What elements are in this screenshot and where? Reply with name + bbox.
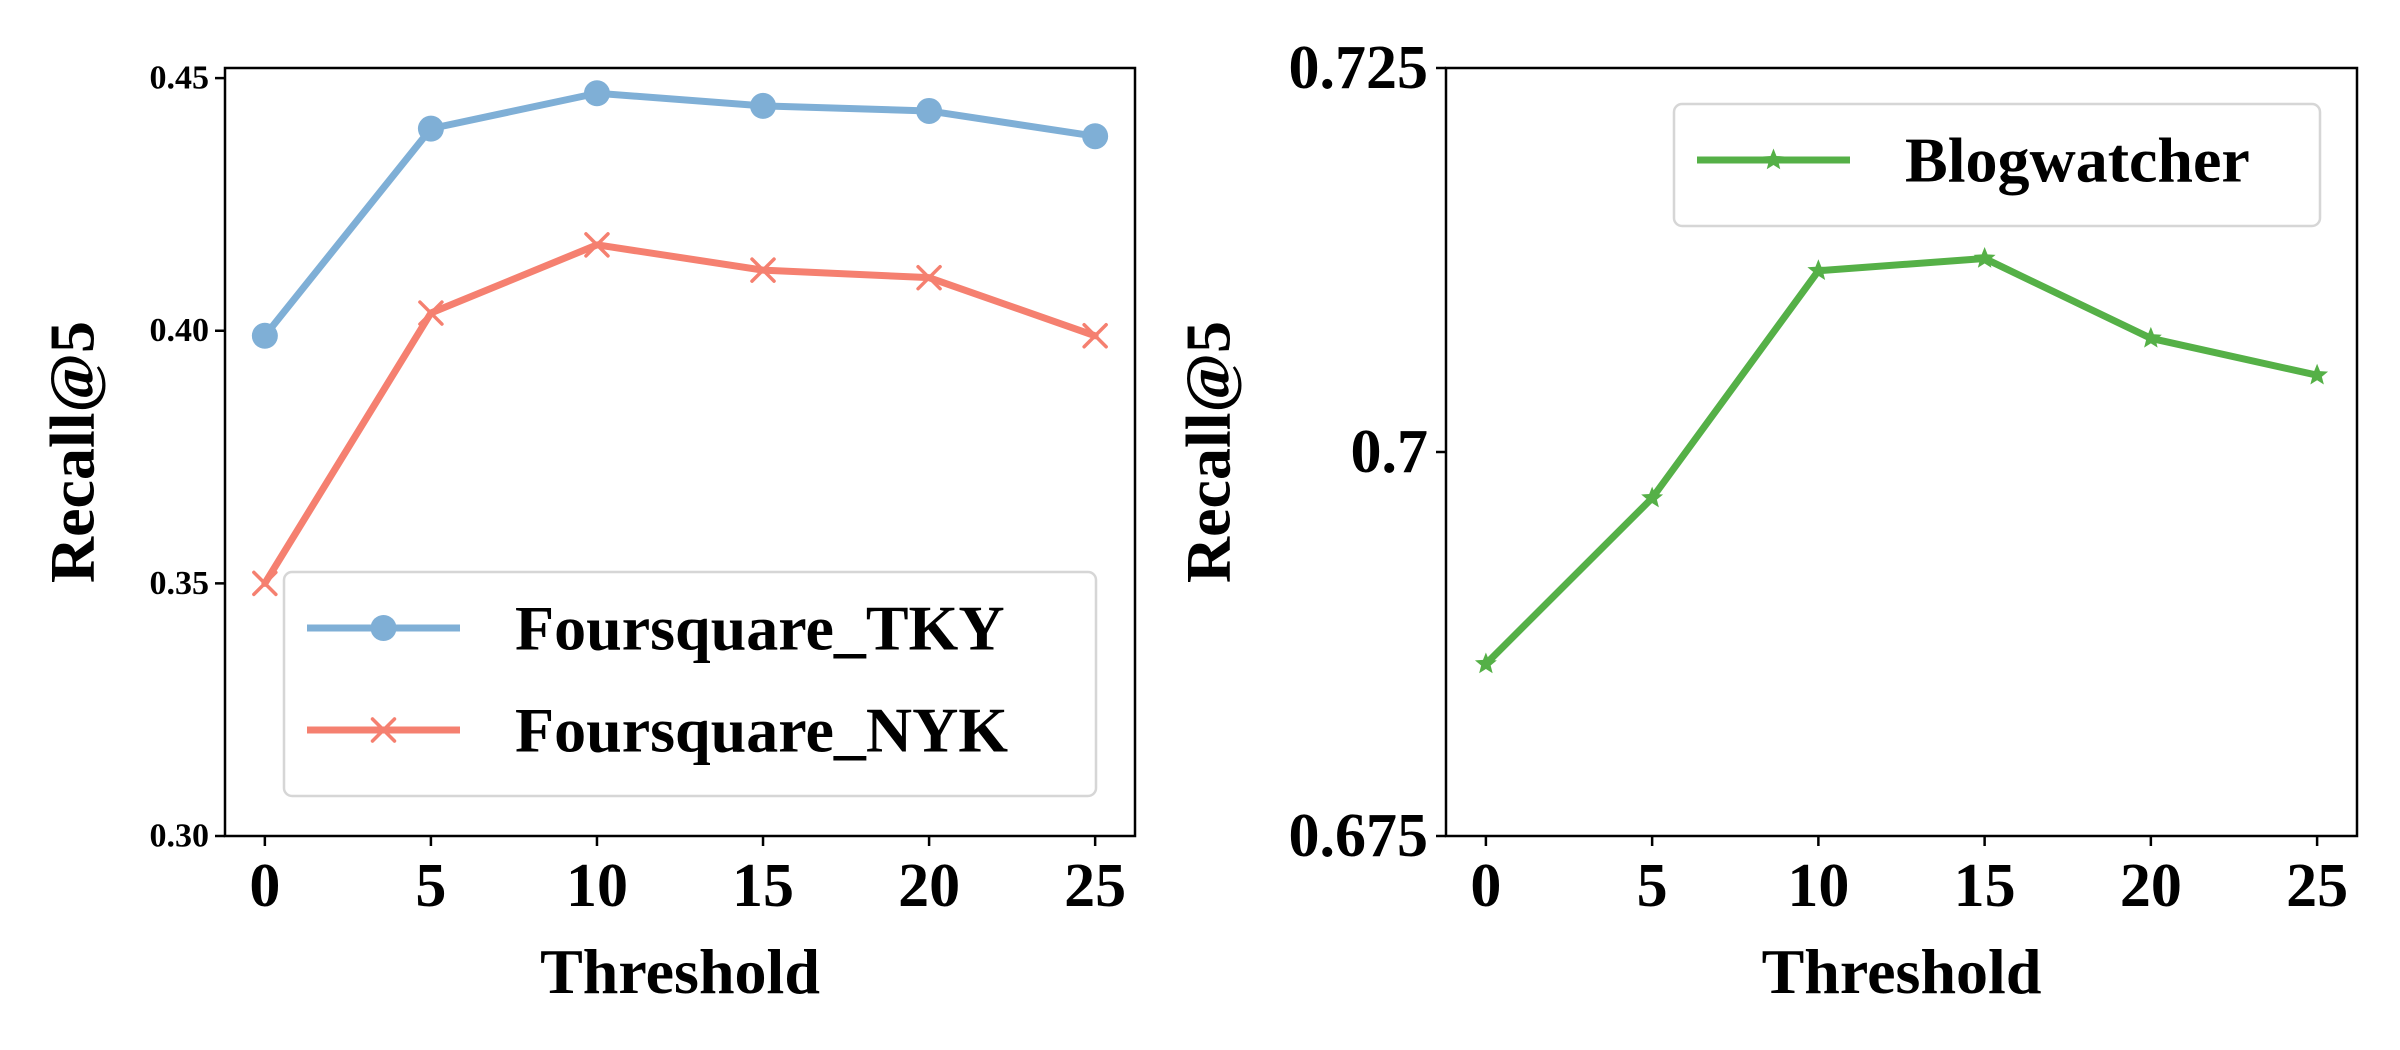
- x-tick-label: 10: [566, 852, 628, 920]
- data-point: [750, 257, 776, 283]
- y-axis-label: Recall@5: [37, 321, 108, 583]
- data-point: [916, 264, 942, 291]
- y-tick-label: 0.45: [150, 60, 210, 97]
- x-tick-label: 25: [2286, 852, 2348, 920]
- data-point: [418, 300, 444, 326]
- y-tick-label: 0.30: [150, 818, 210, 855]
- x-tick-label: 10: [1787, 852, 1849, 920]
- legend-item: Foursquare_TKY: [307, 593, 1005, 664]
- legend-marker: [1762, 148, 1785, 170]
- y-axis-label: Recall@5: [1173, 321, 1244, 583]
- y-tick-label: 0.35: [150, 565, 210, 602]
- data-point: [2306, 363, 2329, 385]
- legend-label: Foursquare_NYK: [515, 695, 1008, 766]
- x-tick-label: 0: [1470, 852, 1501, 920]
- x-tick-label: 0: [249, 852, 280, 920]
- data-point: [1641, 486, 1664, 508]
- data-point: [1807, 259, 1830, 281]
- legend-marker: [370, 615, 397, 641]
- chart-1: 0.30 0.35 0.40 0.45 0 5 10 15 20 25 Threshold Recal…: [37, 60, 1137, 1007]
- chart-2: 0.675 0.7 0.725 0 5 10 15 20 25 Threshold Recall@5…: [1173, 34, 2359, 1007]
- data-point: [252, 570, 278, 597]
- legend-box: [282, 570, 1098, 798]
- data-point: [2139, 326, 2162, 348]
- legend-box: [1672, 102, 2322, 228]
- series-line-foursquare_nyk: [261, 241, 1099, 587]
- legend: Foursquare_TKY Foursquare_NYK: [282, 570, 1098, 798]
- x-tick-label: 15: [1954, 852, 2016, 920]
- data-point: [1973, 246, 1996, 268]
- y-tick-label: 0.40: [150, 312, 210, 349]
- legend: Blogwatcher: [1672, 102, 2322, 228]
- legend-item: Foursquare_NYK: [307, 695, 1008, 766]
- data-point: [584, 232, 610, 258]
- y-tick-label: 0.725: [1289, 34, 1429, 102]
- x-axis-label: Threshold: [1762, 936, 2042, 1007]
- legend-marker: [370, 717, 397, 743]
- data-point: [251, 322, 278, 349]
- series-line-blogwatcher: [1482, 254, 2321, 668]
- legend-label: Foursquare_TKY: [515, 593, 1005, 664]
- x-tick-label: 5: [1637, 852, 1668, 920]
- data-point: [417, 115, 444, 142]
- legend-item: Blogwatcher: [1697, 125, 2250, 196]
- data-point: [1082, 323, 1108, 349]
- x-axis-label: Threshold: [540, 936, 820, 1007]
- data-point: [916, 97, 943, 124]
- x-tick-label: 25: [1064, 852, 1126, 920]
- data-point: [750, 92, 777, 119]
- x-tick-label: 5: [415, 852, 446, 920]
- plot-frame: [223, 66, 1137, 838]
- data-point: [583, 80, 610, 107]
- x-tick-label: 20: [2120, 852, 2182, 920]
- y-tick-label: 0.7: [1351, 418, 1429, 486]
- y-tick-label: 0.675: [1289, 802, 1429, 870]
- data-point: [1474, 652, 1497, 674]
- data-point: [1082, 123, 1109, 150]
- series-line-foursquare_tky: [261, 89, 1099, 340]
- x-tick-label: 15: [732, 852, 794, 920]
- legend-label: Blogwatcher: [1905, 125, 2250, 196]
- x-tick-label: 20: [898, 852, 960, 920]
